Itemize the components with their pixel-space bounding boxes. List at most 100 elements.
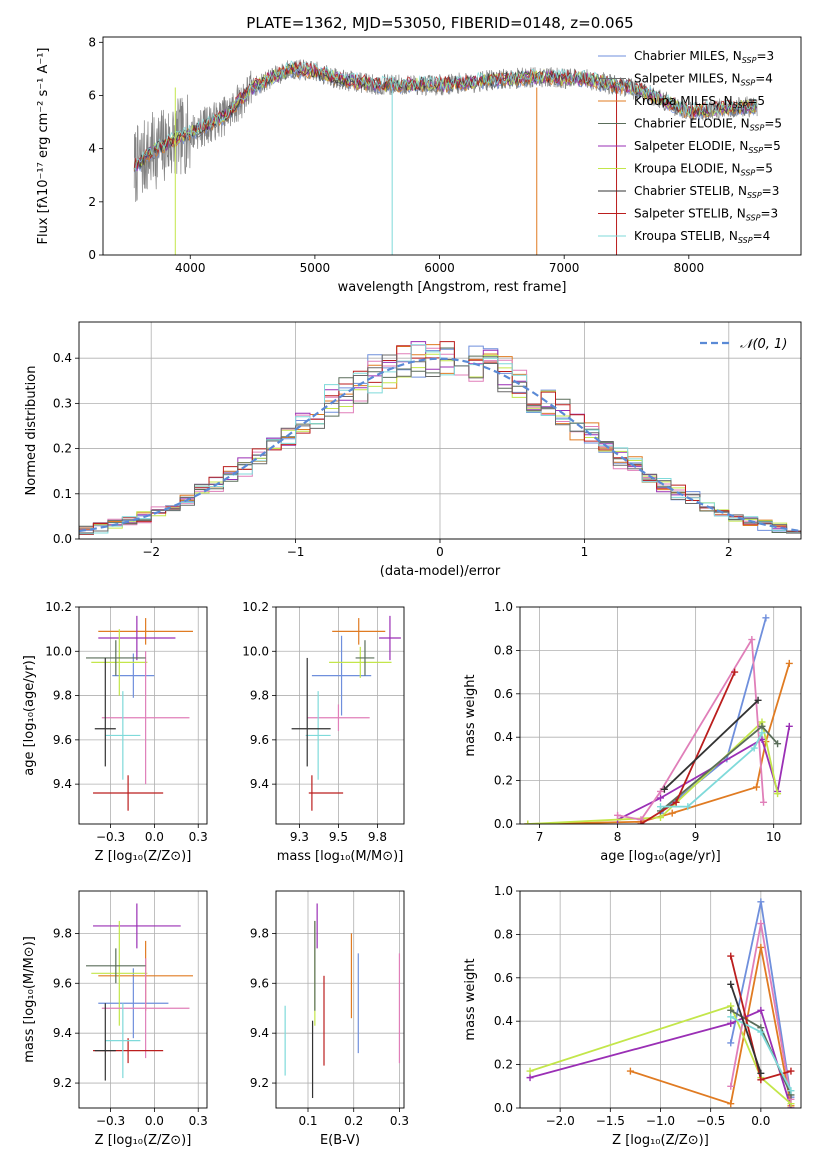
weight-marker — [524, 820, 532, 824]
legend-entry-suffix: =3 — [756, 49, 774, 63]
weight-marker — [727, 1039, 735, 1047]
axes-frame — [275, 606, 405, 825]
x-tick-label: −1.5 — [596, 1114, 625, 1128]
weight-series-1 — [527, 663, 791, 824]
weight-marker — [757, 1069, 765, 1077]
legend-entry-subscript: SSP — [733, 101, 748, 110]
y-tick-label: 1.0 — [494, 884, 513, 898]
x-tick-label: 0.0 — [145, 1114, 164, 1128]
weight-marker — [757, 943, 765, 951]
weight-series-1 — [630, 947, 792, 1106]
y-tick-label: 0.4 — [494, 1014, 513, 1028]
legend: 𝒩(0, 1) — [700, 337, 787, 352]
x-tick-label: 9.3 — [290, 830, 309, 844]
x-tick-label: 5000 — [300, 261, 331, 275]
y-tick-label: 9.4 — [53, 777, 72, 791]
legend-entry-subscript: SSP — [750, 124, 765, 133]
y-tick-label: 0.0 — [494, 1101, 513, 1115]
weight-marker — [727, 1100, 735, 1108]
y-tick-label: 9.8 — [250, 689, 269, 703]
weight-marker — [748, 636, 756, 644]
weight-marker — [758, 722, 766, 730]
legend-entry-name: Chabrier STELIB, N — [634, 184, 747, 198]
legend-entry: Kroupa STELIB, NSSP=4 — [634, 229, 770, 245]
x-tick-label: 6000 — [424, 261, 455, 275]
legend-entry-subscript: SSP — [746, 214, 761, 223]
x-tick-label: 7000 — [549, 261, 580, 275]
y-tick-label: 2 — [88, 195, 96, 209]
legend-entry: Chabrier STELIB, NSSP=3 — [634, 184, 779, 200]
x-tick-label: 10 — [766, 830, 781, 844]
plot-area — [86, 615, 193, 811]
x-axis-label: E(B-V) — [320, 1133, 360, 1148]
x-tick-label: 9 — [692, 830, 700, 844]
legend-entry-suffix: =5 — [763, 139, 781, 153]
x-tick-label: 0.0 — [751, 1114, 770, 1128]
panel-residuals: −2 −1 0 1 2 0.0 0.1 0.2 0.3 0.4 (data-model)/error… — [24, 321, 802, 579]
weight-marker — [787, 1067, 795, 1075]
weight-marker — [727, 952, 735, 960]
x-tick-label: 1 — [581, 545, 589, 559]
y-tick-label: 9.8 — [53, 689, 72, 703]
panel-weight_vs_age: 7 8 9 10 0.0 0.2 0.4 0.6 0.8 1.0 age [log₁₀(age/yr… — [463, 600, 802, 864]
legend-entry-suffix: =5 — [747, 94, 765, 108]
legend-entry-name: Kroupa ELODIE, N — [634, 162, 741, 176]
weight-marker — [657, 787, 664, 795]
y-tick-label: 0.4 — [53, 351, 72, 365]
plot-area — [526, 898, 795, 1108]
x-tick-label: 0.3 — [390, 1114, 409, 1128]
x-tick-label: −1.0 — [646, 1114, 675, 1128]
weight-marker — [526, 1074, 534, 1082]
legend-entry: Salpeter ELODIE, NSSP=5 — [634, 139, 781, 155]
y-tick-label: 10.2 — [242, 600, 269, 614]
x-axis-label: Z [log₁₀(Z/Z⊙)] — [95, 1133, 192, 1148]
errorbar-point-3 — [91, 629, 148, 696]
weight-marker — [774, 790, 782, 798]
errorbar-point-3 — [329, 646, 392, 678]
x-tick-label: 9.8 — [368, 830, 387, 844]
weight-marker — [684, 803, 692, 811]
x-tick-label: 0.2 — [344, 1114, 363, 1128]
errorbar-point-1 — [332, 618, 386, 645]
legend-entry-suffix: =4 — [753, 229, 771, 243]
legend-entry-name: Salpeter ELODIE, N — [634, 139, 748, 153]
y-tick-label: 0.6 — [494, 971, 513, 985]
weight-marker — [760, 798, 768, 806]
legend: Chabrier MILES, NSSP=3 Salpeter MILES, NS… — [598, 49, 782, 245]
errorbar-point-7 — [305, 691, 331, 780]
normal-curve — [79, 357, 801, 533]
legend-entry-subscript: SSP — [741, 169, 756, 178]
weight-marker — [757, 1006, 765, 1014]
panel-age_vs_Z: −0.3 0.0 0.3 9.4 9.6 9.8 10.0 10.2 Z [log₁₀(Z/Z⊙… — [22, 600, 208, 864]
errorbar-point-8 — [94, 1003, 116, 1081]
legend-entry-subscript: SSP — [741, 79, 756, 88]
legend-entry: Salpeter MILES, NSSP=4 — [634, 72, 773, 88]
legend-entry: Kroupa ELODIE, NSSP=5 — [634, 162, 773, 178]
legend-entry-name: Kroupa MILES, N — [634, 94, 733, 108]
errorbar-point-4 — [307, 704, 370, 731]
legend-entry: Salpeter STELIB, NSSP=3 — [634, 207, 778, 223]
weight-series-7 — [660, 732, 763, 808]
x-tick-label: 0.0 — [145, 830, 164, 844]
legend-entry-suffix: =5 — [764, 117, 782, 131]
plot-area — [79, 341, 801, 539]
errorbar-point-5 — [86, 948, 146, 984]
legend-entry: Chabrier MILES, NSSP=3 — [634, 49, 774, 65]
y-tick-label: 1.0 — [494, 600, 513, 614]
errorbar-point-6 — [308, 775, 344, 811]
errorbar-point-5 — [86, 640, 146, 676]
panel-mass_vs_Z: −0.3 0.0 0.3 9.2 9.4 9.6 9.8 Z [log₁₀(Z/Z⊙)] mas… — [22, 890, 208, 1148]
plot-area — [133, 59, 758, 255]
weight-marker — [626, 1067, 634, 1075]
errorbar-point-7 — [105, 691, 141, 780]
x-tick-label: −2.0 — [546, 1114, 575, 1128]
y-tick-label: 10.2 — [45, 600, 72, 614]
y-tick-label: 10.0 — [242, 644, 269, 658]
weight-marker — [757, 1028, 765, 1036]
x-tick-label: 2 — [725, 545, 733, 559]
legend-entry: Chabrier ELODIE, NSSP=5 — [634, 117, 782, 133]
weight-marker — [787, 1087, 795, 1095]
x-tick-label: 8000 — [674, 261, 705, 275]
errorbar-point-2 — [379, 615, 401, 661]
x-tick-label: 0.1 — [298, 1114, 317, 1128]
